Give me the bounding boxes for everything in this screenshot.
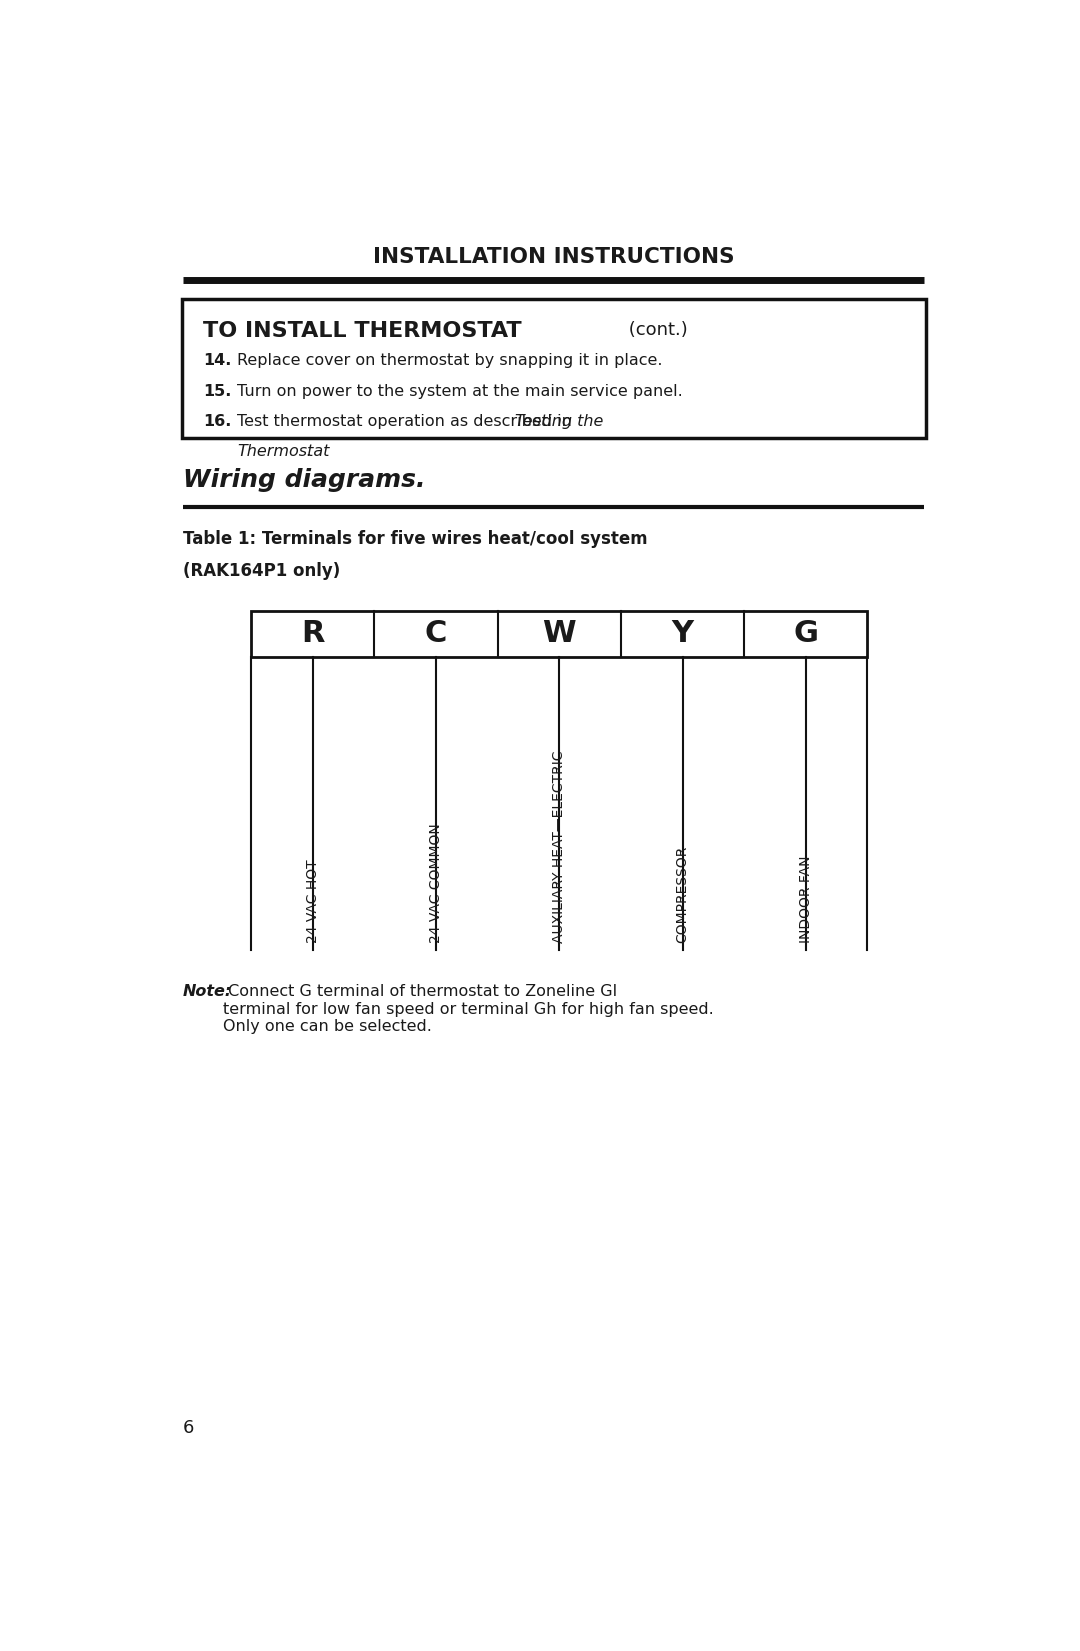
Text: 16.: 16. bbox=[203, 414, 231, 429]
Text: Test thermostat operation as described in: Test thermostat operation as described i… bbox=[238, 414, 578, 429]
Text: W: W bbox=[542, 619, 576, 649]
Text: INDOOR FAN: INDOOR FAN bbox=[799, 855, 813, 943]
Text: Wiring diagrams.: Wiring diagrams. bbox=[183, 469, 426, 492]
Text: 15.: 15. bbox=[203, 383, 231, 398]
Text: G: G bbox=[794, 619, 819, 649]
Text: Testing the: Testing the bbox=[515, 414, 603, 429]
Text: 24 VAC COMMON: 24 VAC COMMON bbox=[429, 824, 443, 943]
Text: (RAK164P1 only): (RAK164P1 only) bbox=[183, 563, 340, 581]
Text: AUXILIARY HEAT—ELECTRIC: AUXILIARY HEAT—ELECTRIC bbox=[552, 751, 566, 943]
Text: 6: 6 bbox=[183, 1420, 194, 1436]
Text: 24 VAC HOT: 24 VAC HOT bbox=[306, 860, 320, 943]
Text: Y: Y bbox=[672, 619, 693, 649]
Text: COMPRESSOR: COMPRESSOR bbox=[675, 845, 689, 943]
Text: Note:: Note: bbox=[183, 984, 232, 999]
Text: Thermostat: Thermostat bbox=[238, 444, 329, 459]
Text: 14.: 14. bbox=[203, 353, 231, 368]
Text: INSTALLATION INSTRUCTIONS: INSTALLATION INSTRUCTIONS bbox=[373, 246, 734, 267]
Text: Connect G terminal of thermostat to Zoneline Gl
terminal for low fan speed or te: Connect G terminal of thermostat to Zone… bbox=[224, 984, 714, 1034]
Text: Turn on power to the system at the main service panel.: Turn on power to the system at the main … bbox=[238, 383, 683, 398]
Text: C: C bbox=[424, 619, 447, 649]
Bar bbox=[252, 611, 867, 657]
Text: TO INSTALL THERMOSTAT: TO INSTALL THERMOSTAT bbox=[203, 320, 522, 340]
Text: Replace cover on thermostat by snapping it in place.: Replace cover on thermostat by snapping … bbox=[238, 353, 663, 368]
Text: R: R bbox=[301, 619, 325, 649]
Text: .: . bbox=[306, 444, 311, 459]
Text: Table 1: Terminals for five wires heat/cool system: Table 1: Terminals for five wires heat/c… bbox=[183, 530, 648, 548]
Text: (cont.): (cont.) bbox=[623, 320, 688, 338]
Bar bbox=[181, 299, 926, 438]
